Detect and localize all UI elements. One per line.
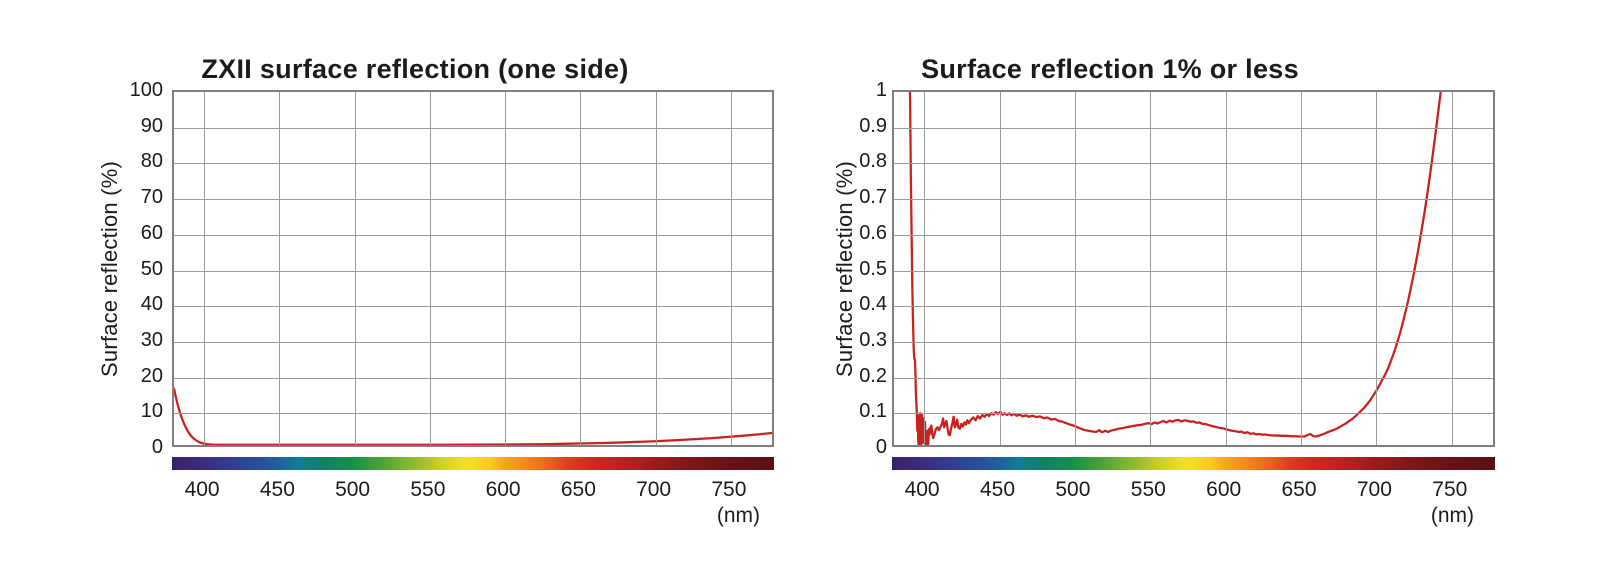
chart-right-plot-area [892,90,1495,447]
x-tick-label: 650 [560,478,596,501]
gridline-vertical [730,92,732,445]
y-tick-label: 50 [140,257,163,280]
gridline-horizontal [894,306,1493,308]
y-tick-label: 60 [140,221,163,244]
gridline-vertical [1074,92,1076,445]
y-tick-label: 0.2 [859,364,887,387]
chart-left-x-tick-labels: 400 450 500 550 600 650 700 750 [0,478,1600,504]
y-tick-label: 90 [140,114,163,137]
chart-right-title: Surface reflection 1% or less [921,54,1299,85]
x-tick-label: 450 [979,478,1016,501]
gridline-vertical [1451,92,1453,445]
x-tick-label: 500 [335,478,371,501]
gridline-vertical [354,92,356,445]
chart-left-plot-area [172,90,774,447]
gridline-vertical [655,92,657,445]
gridline-horizontal [174,270,772,272]
gridline-horizontal [174,341,772,343]
y-tick-label: 0.4 [859,293,887,316]
gridline-horizontal [894,341,1493,343]
gridline-horizontal [894,199,1493,201]
chart-right-x-unit-label: (nm) [1430,504,1474,527]
gridline-horizontal [174,127,772,129]
gridline-horizontal [894,270,1493,272]
gridline-horizontal [894,413,1493,415]
y-tick-label: 0.5 [859,257,887,280]
gridline-vertical [1150,92,1152,445]
gridline-horizontal [174,377,772,379]
gridline-horizontal [174,234,772,236]
y-tick-label: 1 [875,79,887,101]
y-tick-label: 0.9 [859,114,887,137]
x-tick-label: 750 [711,478,747,501]
gridline-vertical [505,92,507,445]
x-tick-label: 600 [1206,478,1242,501]
chart-left-title: ZXII surface reflection (one side) [201,54,629,85]
y-tick-label: 20 [140,364,163,387]
y-tick-label: 100 [129,79,163,101]
y-tick-label: 0.1 [859,400,887,423]
y-tick-label: 0 [151,436,163,458]
gridline-horizontal [174,413,772,415]
x-tick-label: 650 [1281,478,1317,501]
x-tick-label: 500 [1055,478,1091,501]
x-tick-label: 400 [904,478,940,501]
x-tick-label: 550 [1130,478,1166,501]
x-tick-label: 750 [1432,478,1468,501]
x-tick-label: 550 [410,478,446,501]
gridline-vertical [204,92,206,445]
y-tick-label: 0.6 [859,221,887,244]
chart-left-x-unit-label: (nm) [716,504,760,527]
gridline-horizontal [894,234,1493,236]
y-tick-label: 80 [140,150,163,173]
chart-right-y-tick-labels: 1 0.9 0.8 0.7 0.6 0.5 0.4 0.3 0.2 0.1 0 [737,79,887,458]
y-tick-label: 70 [140,186,163,209]
gridline-horizontal [894,163,1493,165]
gridline-horizontal [894,127,1493,129]
x-tick-label: 700 [1356,478,1392,501]
y-tick-label: 0.7 [859,186,887,209]
gridline-vertical [580,92,582,445]
gridline-vertical [1301,92,1302,445]
gridline-horizontal [174,163,772,165]
gridline-vertical [279,92,281,445]
gridline-horizontal [174,306,772,308]
gridline-vertical [1225,92,1227,445]
gridline-horizontal [894,377,1493,379]
x-tick-label: 450 [259,478,295,501]
y-tick-label: 40 [140,293,163,316]
gridline-vertical [924,92,926,445]
y-tick-label: 0.3 [859,328,887,351]
x-tick-label: 600 [485,478,521,501]
chart-left-spectrum-bar [172,457,774,470]
chart-left-reflection-curve [174,387,772,445]
y-tick-label: 0 [875,436,887,458]
x-tick-label: 400 [184,478,220,501]
chart-right-spectrum-bar [892,457,1495,470]
gridline-horizontal [174,199,772,201]
chart-right-reflection-curve [908,92,1442,445]
chart-right-x-tick-labels: 400 450 500 550 600 650 700 750 [0,478,1600,504]
gridline-vertical [999,92,1001,445]
gridline-vertical [1376,92,1378,445]
chart-left-y-tick-labels: 100 90 80 70 60 50 40 30 20 10 0 [13,79,163,458]
gridline-vertical [429,92,431,445]
x-tick-label: 700 [636,478,672,501]
y-tick-label: 10 [140,400,163,423]
y-tick-label: 0.8 [859,150,887,173]
y-tick-label: 30 [140,328,163,351]
